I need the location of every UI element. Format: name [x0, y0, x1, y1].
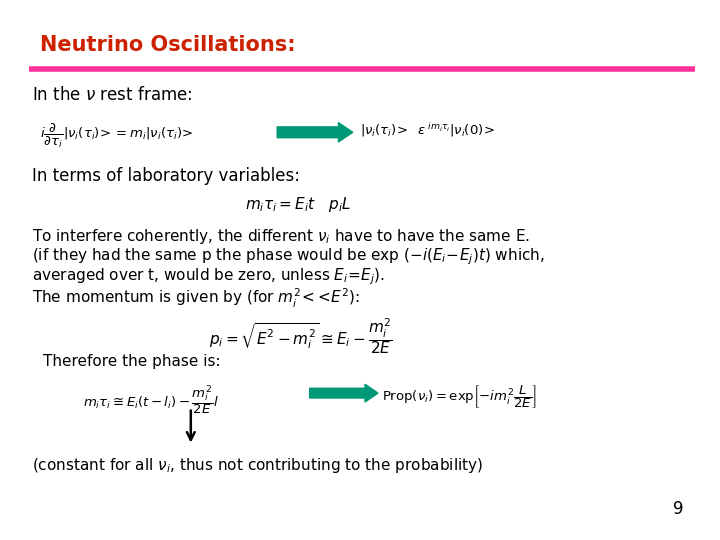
Text: (if they had the same p the phase would be exp $(-i(E_i\!-\!E_j)t)$ which,: (if they had the same p the phase would …	[32, 247, 545, 267]
FancyArrow shape	[310, 384, 378, 402]
Text: Neutrino Oscillations:: Neutrino Oscillations:	[40, 35, 295, 55]
Text: $p_i = \sqrt{E^2 - m_i^2} \cong E_i - \dfrac{m_i^2}{2E}$: $p_i = \sqrt{E^2 - m_i^2} \cong E_i - \d…	[209, 316, 392, 356]
Text: 9: 9	[673, 501, 684, 518]
Text: (constant for all $\nu_i$, thus not contributing to the probability): (constant for all $\nu_i$, thus not cont…	[32, 456, 483, 475]
Text: In the $\nu$ rest frame:: In the $\nu$ rest frame:	[32, 86, 193, 104]
Text: averaged over t, would be zero, unless $E_i\!=\!E_j$).: averaged over t, would be zero, unless $…	[32, 267, 385, 287]
Text: $\mathrm{Prop}(\nu_i) = \exp\!\left[-im_i^2\dfrac{L}{2E}\right]$: $\mathrm{Prop}(\nu_i) = \exp\!\left[-im_…	[382, 383, 536, 410]
Text: $i\dfrac{\partial}{\partial\tau_i}|\nu_i(\tau_i)\!> = m_i|\nu_i(\tau_i)\!>$: $i\dfrac{\partial}{\partial\tau_i}|\nu_i…	[40, 122, 193, 150]
Text: $m_i\tau_i = E_i t \quad p_i L$: $m_i\tau_i = E_i t \quad p_i L$	[245, 195, 351, 214]
FancyArrow shape	[277, 123, 353, 142]
Text: In terms of laboratory variables:: In terms of laboratory variables:	[32, 167, 300, 185]
Text: The momentum is given by (for $m_i^2\!<\!<\!E^2$):: The momentum is given by (for $m_i^2\!<\…	[32, 287, 361, 310]
Text: $m_i\tau_i \cong E_i(t - l_i) - \dfrac{m_i^2}{2E}l$: $m_i\tau_i \cong E_i(t - l_i) - \dfrac{m…	[83, 383, 219, 417]
Text: To interfere coherently, the different $\nu_i$ have to have the same E.: To interfere coherently, the different $…	[32, 227, 531, 246]
Text: Therefore the phase is:: Therefore the phase is:	[43, 354, 221, 369]
Text: $|\nu_i(\tau_i)\!>\;\; \epsilon^{\;im_i\tau_i}|\nu_i(0)\!>$: $|\nu_i(\tau_i)\!>\;\; \epsilon^{\;im_i\…	[360, 122, 495, 139]
